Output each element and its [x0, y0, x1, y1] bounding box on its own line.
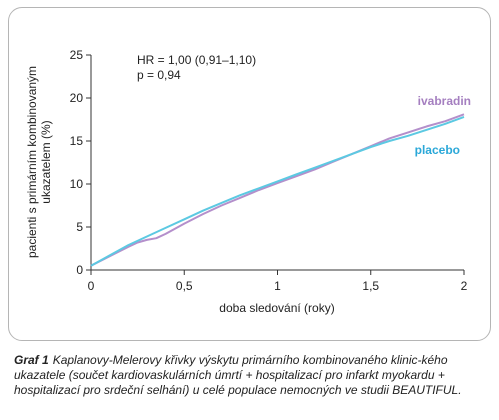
y-tick-label: 20 [70, 91, 84, 105]
series-line-ivabradin [90, 113, 465, 267]
p-value-annotation: p = 0,94 [137, 68, 181, 82]
km-chart: 0 5 10 15 20 25 0 0,5 1 1,5 2 HR = 1,00 (0,91–1,10… [25, 48, 471, 315]
x-tick-label: 2 [461, 279, 468, 293]
figure-caption: Graf 1 Kaplanovy-Melerovy křivky výskytu … [14, 353, 492, 398]
figure-caption-text: Kaplanovy-Melerovy křivky výskytu primár… [14, 353, 462, 397]
y-tick-label: 15 [70, 134, 84, 148]
x-tick-label: 1 [274, 279, 281, 293]
axes: 0 5 10 15 20 25 0 0,5 1 1,5 2 [70, 48, 468, 293]
y-tick-label: 0 [76, 263, 83, 277]
y-tick-label: 10 [70, 177, 84, 191]
y-axis-label-line-1: pacienti s primárním kombinovaným [25, 66, 39, 258]
chart-frame [8, 7, 491, 341]
series-lines [90, 113, 465, 267]
series-label-ivabradin: ivabradin [418, 94, 471, 108]
x-tick-label: 1,5 [362, 279, 379, 293]
x-tick-label: 0,5 [176, 279, 193, 293]
figure-label: Graf 1 [14, 353, 49, 367]
x-axis-label: doba sledování (roky) [219, 301, 334, 315]
series-line-placebo [90, 115, 465, 267]
y-tick-label: 25 [70, 48, 84, 62]
series-label-placebo: placebo [415, 143, 460, 157]
x-tick-label: 0 [88, 279, 95, 293]
y-tick-label: 5 [76, 220, 83, 234]
hr-annotation: HR = 1,00 (0,91–1,10) [137, 53, 256, 67]
y-axis-label-line-2: ukazatelem (%) [39, 120, 53, 203]
